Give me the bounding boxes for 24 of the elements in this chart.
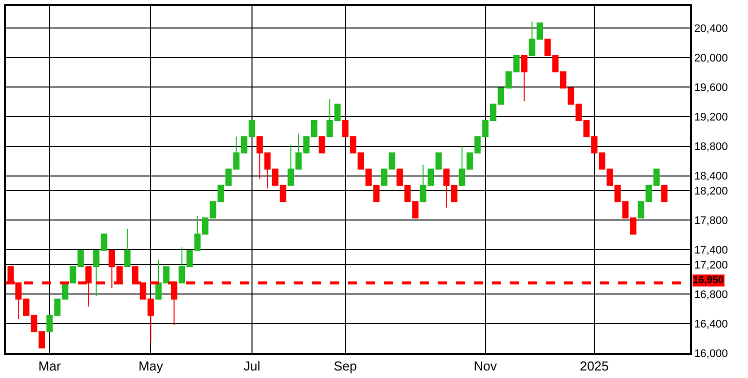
y-tick-label: 19,600 [694,82,728,94]
y-tick-label: 18,200 [694,185,728,198]
candlestick [521,54,528,102]
y-tick-label: 17,800 [694,214,728,227]
y-tick-label: 16,800 [694,288,728,301]
x-tick-label: Mar [38,358,62,374]
y-tick-label: 20,400 [694,23,728,35]
y-tick-label: 17,200 [694,259,728,272]
x-tick-label: Nov [474,358,498,374]
x-tick-label: 2025 [580,358,609,374]
y-tick-label: 20,000 [694,52,728,65]
ref-line-label: 16,950 [693,275,724,286]
y-tick-label: 17,400 [694,244,728,256]
candlestick [661,184,668,202]
candlestick [124,228,131,268]
x-tick-label: May [138,358,164,374]
x-tick-label: Jul [244,358,260,374]
y-tick-label: 18,800 [694,141,728,154]
y-tick-label: 19,200 [694,112,728,124]
x-tick-label: Sep [334,358,357,374]
y-tick-label: 16,000 [694,348,728,360]
y-tick-label: 18,400 [694,170,728,183]
candlestick [318,136,326,154]
y-tick-label: 16,400 [694,318,728,330]
